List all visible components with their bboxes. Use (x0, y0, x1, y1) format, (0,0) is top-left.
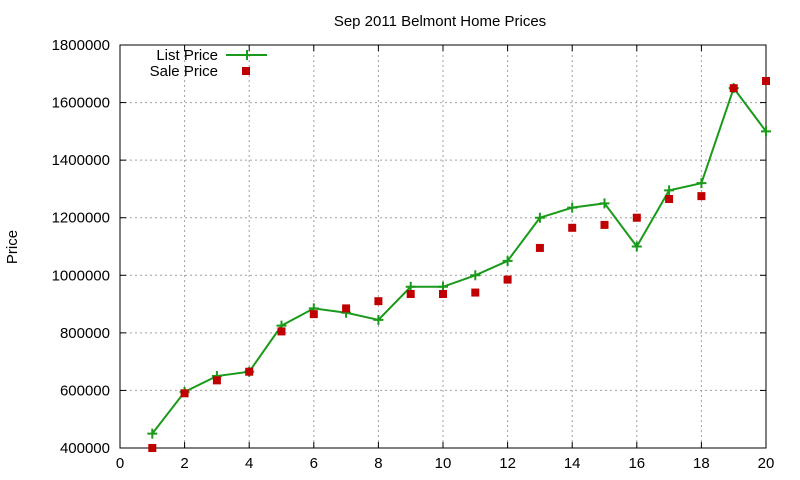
x-tick-label: 2 (180, 455, 188, 472)
list-price-point (502, 255, 513, 266)
chart-title: Sep 2011 Belmont Home Prices (334, 13, 546, 30)
y-tick-label: 1400000 (52, 152, 110, 169)
sale-price-point (439, 289, 447, 298)
legend: List Price Sale Price (150, 47, 267, 80)
grid (120, 45, 766, 448)
y-tick-label: 400000 (60, 440, 110, 457)
sale-price-point (535, 243, 544, 252)
legend-label-sale-price: Sale Price (150, 63, 218, 80)
legend-marker-list-price (242, 50, 252, 60)
sale-price-point (665, 195, 674, 204)
list-price-line (151, 86, 767, 435)
list-price-point (761, 126, 771, 137)
legend-marker-sale-price (242, 67, 250, 75)
x-tick-label: 12 (499, 455, 516, 472)
sale-price-point (342, 304, 351, 313)
list-price-point (631, 241, 642, 252)
sale-price-point (697, 192, 706, 201)
sale-price-point (148, 444, 157, 452)
list-price-point (470, 270, 481, 281)
sale-price-point (180, 389, 189, 398)
list-price-point (599, 198, 610, 209)
x-tick-label: 18 (693, 455, 710, 472)
sale-price-point (212, 376, 221, 385)
sale-price-point (729, 84, 738, 93)
y-tick-label: 800000 (60, 325, 110, 342)
sale-price-point (632, 213, 641, 222)
series (147, 76, 771, 452)
legend-label-list-price: List Price (156, 47, 218, 64)
x-tick-label: 4 (245, 455, 253, 472)
sale-price-point (374, 297, 383, 306)
sale-price-point (309, 310, 318, 319)
list-price-point (664, 185, 675, 196)
x-tick-label: 0 (116, 455, 124, 472)
y-tick-label: 1600000 (52, 95, 110, 112)
x-tick-label: 16 (628, 455, 645, 472)
axis-ticks: 0 2 4 6 8 10 12 14 16 18 20 400000 600000 800000 10000… (52, 37, 775, 472)
y-axis-label: Price (4, 230, 21, 264)
x-tick-label: 10 (435, 455, 452, 472)
sale-price-point (277, 327, 286, 336)
list-price-point (534, 212, 545, 223)
x-tick-label: 20 (758, 455, 775, 472)
sale-price-point (406, 289, 415, 298)
sale-price-point (245, 367, 254, 376)
y-tick-label: 1000000 (52, 267, 110, 284)
x-tick-label: 8 (374, 455, 382, 472)
list-price-point (373, 314, 384, 325)
sale-price-point (471, 288, 480, 297)
list-price-point (696, 178, 707, 189)
list-price-point (567, 202, 578, 213)
y-tick-label: 1800000 (52, 37, 110, 54)
sale-price-point (762, 76, 770, 85)
sale-price-point (503, 275, 512, 284)
sale-price-point (600, 220, 609, 229)
x-tick-label: 14 (564, 455, 581, 472)
y-tick-label: 600000 (60, 382, 110, 399)
x-tick-label: 6 (310, 455, 318, 472)
y-tick-label: 1200000 (52, 210, 110, 227)
sale-price-point (568, 223, 577, 232)
list-price-point (147, 428, 158, 439)
